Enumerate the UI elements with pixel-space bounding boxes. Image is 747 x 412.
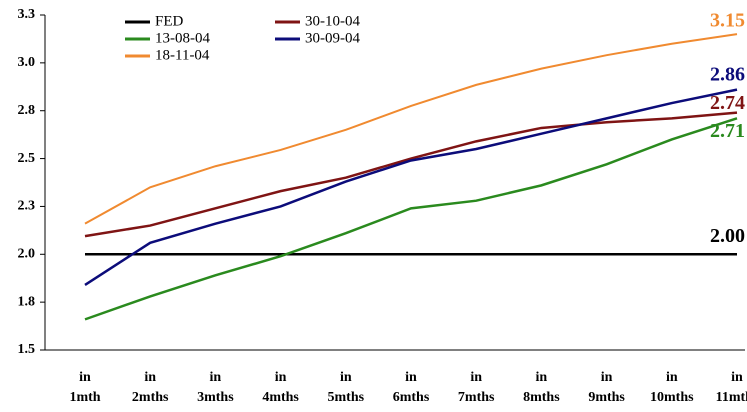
y-tick-label: 1.5 [18,342,36,357]
value-label: 2.74 [710,92,745,114]
legend-label: 18-11-04 [155,47,210,63]
value-label: 3.15 [710,10,745,32]
y-tick-label: 2.3 [18,199,36,214]
legend-label: 30-09-04 [305,30,360,46]
legend-label: FED [155,13,184,29]
x-tick-label: in11mths [716,370,747,405]
value-label: 2.71 [710,120,745,142]
series-line [84,33,738,225]
x-tick-label: in 4mths [262,370,299,405]
legend-label: 13-08-04 [155,30,210,46]
x-tick-label: in 10mths [650,370,694,405]
y-tick-label: 3.3 [18,7,36,22]
y-tick-label: 2.0 [18,247,36,262]
x-tick-label: in 1mth [69,370,100,405]
series-line [84,117,738,321]
x-tick-label: in 8mths [523,370,560,405]
x-tick-label: in 7mths [458,370,495,405]
y-tick-label: 3.0 [18,55,36,70]
x-tick-label: in 6mths [393,370,430,405]
y-tick-label: 1.8 [18,294,36,309]
x-tick-label: in 2mths [132,370,169,405]
x-tick-label: in 9mths [588,370,625,405]
x-tick-label: in 5mths [328,370,365,405]
y-tick-label: 2.8 [18,103,36,118]
x-tick-label: in 3mths [197,370,234,405]
legend-label: 30-10-04 [305,13,360,29]
series-line [84,88,738,286]
value-label: 2.86 [710,63,745,85]
value-label: 2.00 [710,225,745,247]
series-line [84,111,738,238]
y-tick-label: 2.5 [18,151,36,166]
